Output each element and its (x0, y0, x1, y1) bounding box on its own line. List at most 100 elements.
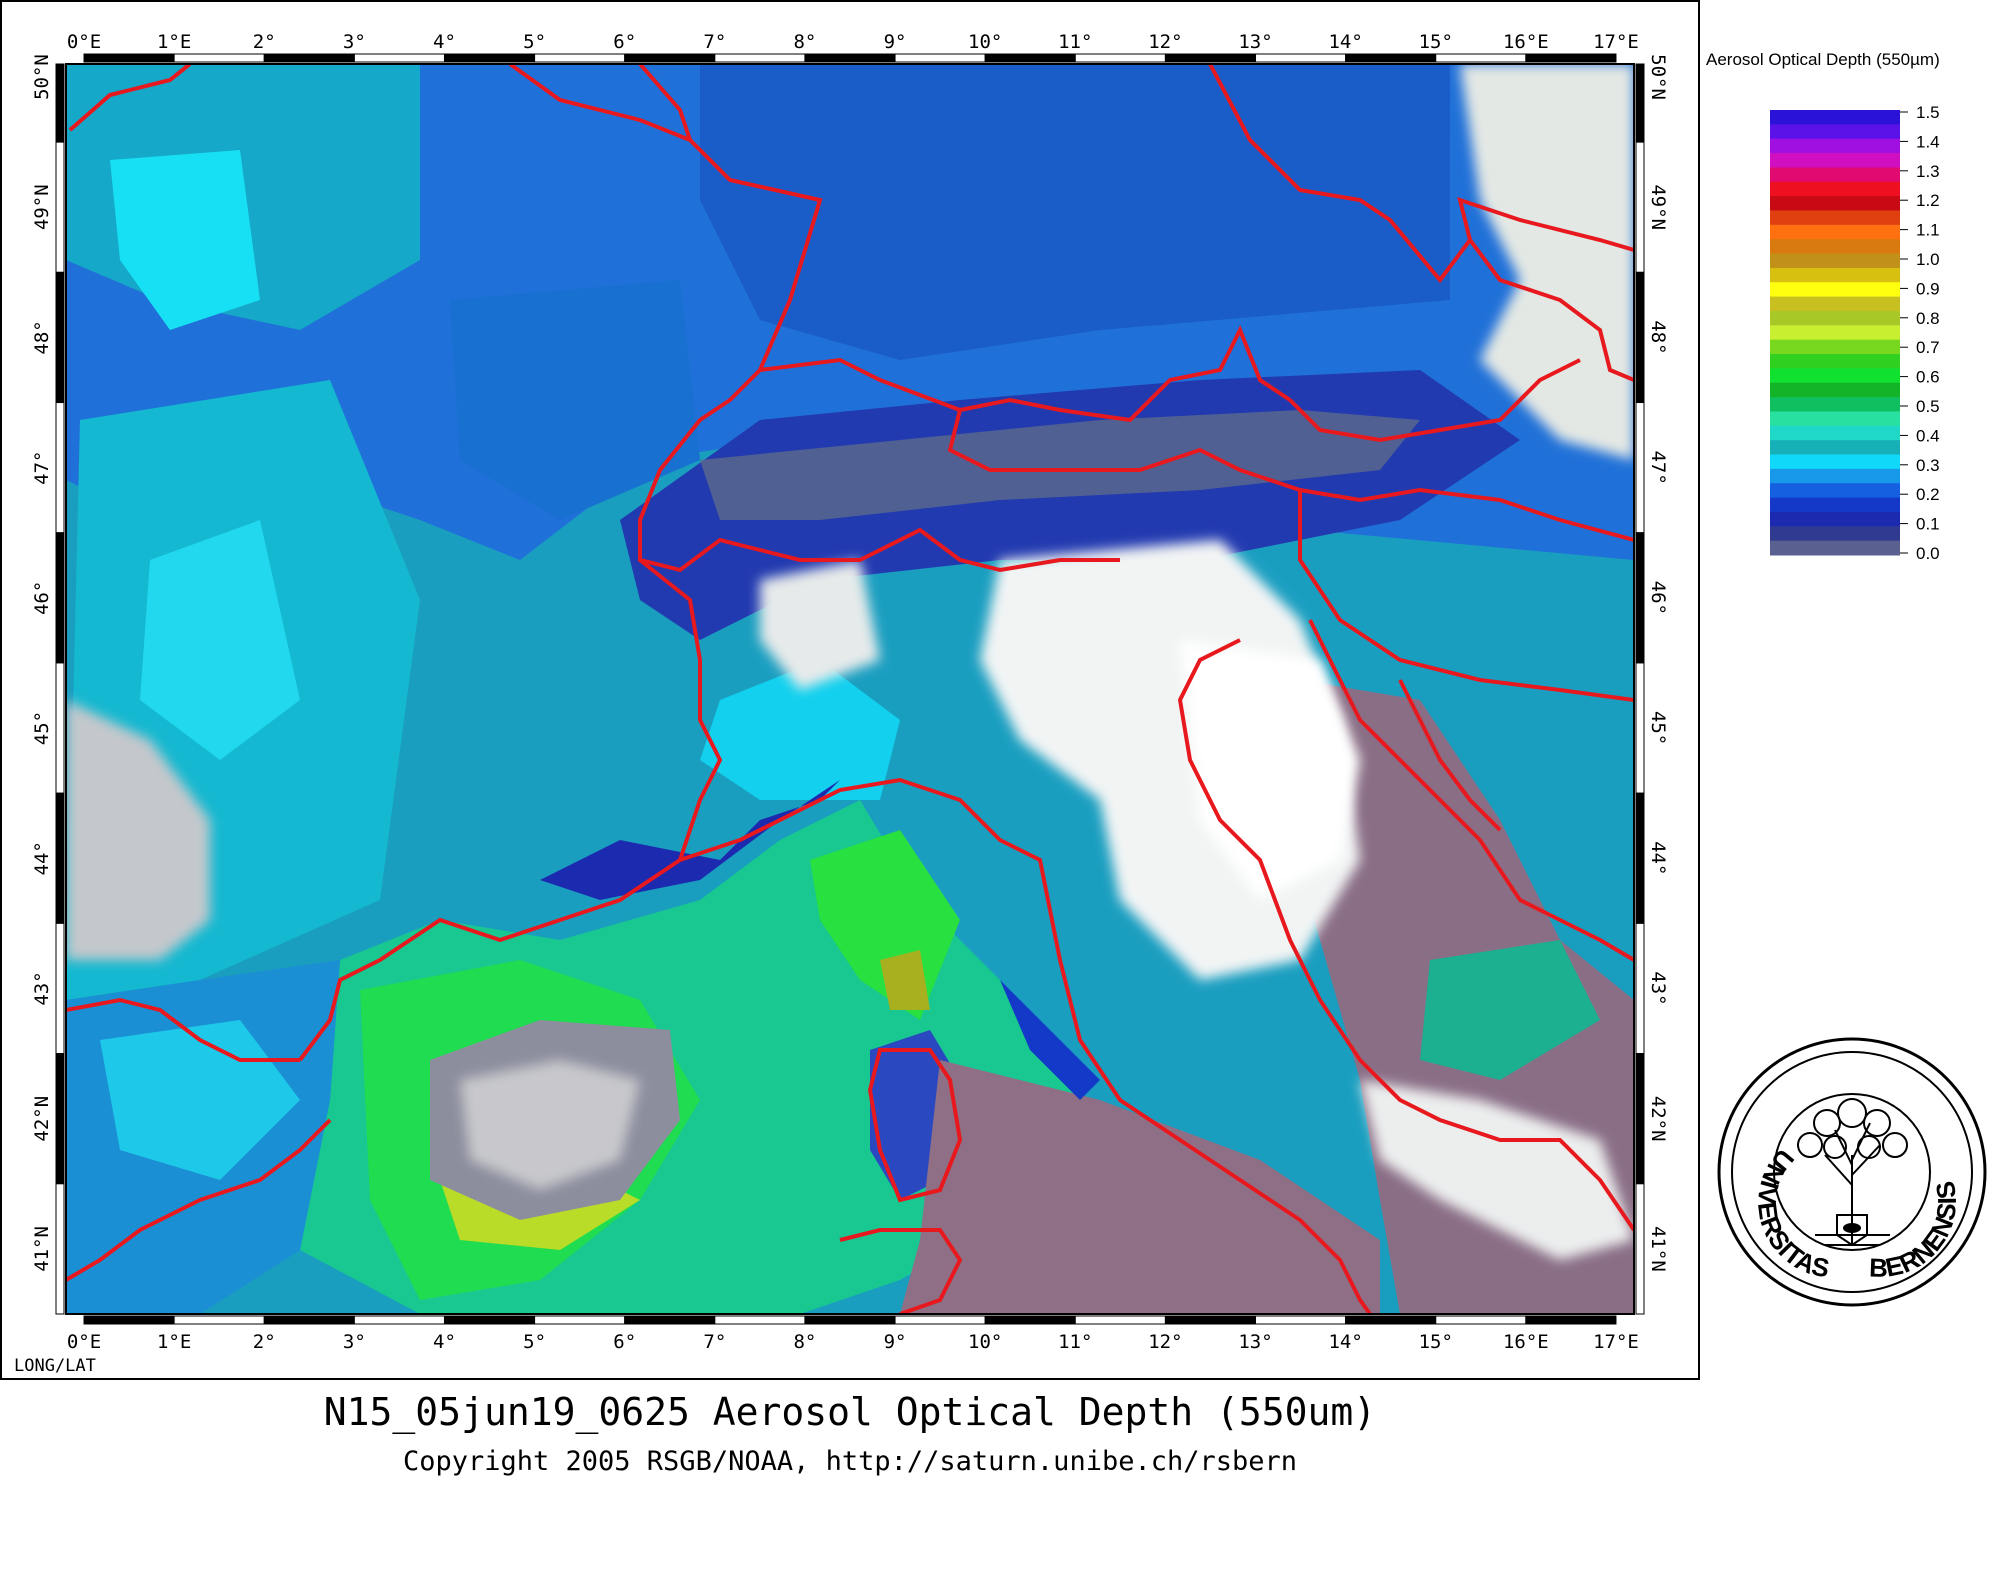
lon-scale-bar-bottom (1345, 1315, 1437, 1325)
legend-swatch (1770, 411, 1900, 427)
legend-value-label: 1.3 (1916, 162, 1940, 181)
legend-value-label: 0.5 (1916, 397, 1940, 416)
lat-scale-bar-right (1635, 141, 1645, 273)
lon-label-bottom: 3° (343, 1331, 366, 1353)
lon-label-bottom: 0°E (67, 1331, 101, 1353)
lon-label-top: 4° (433, 31, 456, 53)
lon-scale-bar-top (1345, 53, 1437, 63)
lon-scale-bar-top (443, 53, 536, 63)
legend-swatch (1770, 425, 1900, 441)
lon-label-top: 0°E (67, 31, 101, 53)
lon-label-bottom: 7° (703, 1331, 726, 1353)
lon-label-bottom: 9° (884, 1331, 907, 1353)
lon-label-top: 14° (1328, 31, 1362, 53)
lat-label-left: 48° (31, 320, 53, 354)
lon-scale-bar-bottom (804, 1315, 896, 1325)
legend-value-label: 1.2 (1916, 191, 1940, 210)
lon-label-bottom: 12° (1148, 1331, 1182, 1353)
legend-swatch (1770, 339, 1900, 355)
lat-scale-bar-left (55, 1183, 65, 1315)
lon-scale-bar-top (624, 53, 716, 63)
lon-scale-bar-bottom (1435, 1315, 1527, 1325)
legend-swatch (1770, 267, 1900, 283)
lon-label-top: 8° (793, 31, 816, 53)
legend-title: Aerosol Optical Depth (550µm) (1706, 50, 1940, 69)
lon-label-bottom: 10° (968, 1331, 1002, 1353)
legend-swatch (1770, 526, 1900, 542)
legend-value-label: 0.4 (1916, 426, 1940, 445)
lat-scale-bar-left (55, 792, 65, 924)
legend-value-label: 1.5 (1916, 103, 1940, 122)
lon-scale-bar-bottom (984, 1315, 1076, 1325)
lat-scale-bar-right (1635, 63, 1645, 143)
lat-label-left: 41°N (31, 1226, 53, 1272)
lon-scale-bar-bottom (1255, 1315, 1347, 1325)
lat-scale-bar-left (55, 141, 65, 273)
lat-label-right: 46° (1647, 581, 1669, 615)
lon-label-bottom: 6° (613, 1331, 636, 1353)
lat-label-right: 41°N (1647, 1226, 1669, 1272)
lon-scale-bar-bottom (263, 1315, 355, 1325)
legend-swatch (1770, 454, 1900, 470)
lon-label-top: 10° (968, 31, 1002, 53)
lat-label-right: 42°N (1647, 1096, 1669, 1142)
lon-scale-bar-bottom (894, 1315, 986, 1325)
lat-scale-bar-right (1635, 1183, 1645, 1315)
plot-border (65, 63, 1635, 1315)
lon-label-bottom: 14° (1328, 1331, 1362, 1353)
lat-label-left: 50°N (31, 54, 53, 100)
lon-label-top: 6° (613, 31, 636, 53)
lon-scale-bar-top (173, 53, 265, 63)
lon-scale-bar-top (804, 53, 896, 63)
lon-label-bottom: 15° (1419, 1331, 1453, 1353)
lon-scale-bar-bottom (624, 1315, 716, 1325)
country-borders (66, 64, 1634, 1314)
lon-label-top: 17°E (1593, 31, 1639, 53)
legend-swatch (1770, 440, 1900, 456)
lat-label-left: 46° (31, 581, 53, 615)
lat-label-left: 47° (31, 450, 53, 484)
lat-scale-bar-left (55, 402, 65, 534)
legend-swatch (1770, 468, 1900, 484)
lat-scale-bar-right (1635, 1053, 1645, 1185)
lon-scale-bar-bottom (443, 1315, 536, 1325)
lon-scale-bar-top (1435, 53, 1527, 63)
long-lat-label: LONG/LAT (14, 1356, 96, 1376)
lat-scale-bar-right (1635, 271, 1645, 404)
lat-scale-bar-right (1635, 662, 1645, 794)
legend-swatch (1770, 153, 1900, 168)
legend-swatch (1770, 497, 1900, 513)
legend-value-label: 0.1 (1916, 515, 1940, 534)
lon-label-bottom: 16°E (1503, 1331, 1549, 1353)
lat-label-left: 42°N (31, 1096, 53, 1142)
lon-label-bottom: 11° (1058, 1331, 1092, 1353)
lon-scale-bar-bottom (534, 1315, 626, 1325)
lon-label-bottom: 1°E (157, 1331, 191, 1353)
lon-label-bottom: 2° (253, 1331, 276, 1353)
lon-scale-bar-top (263, 53, 355, 63)
bear-icon (1836, 1214, 1868, 1247)
legend-swatch (1770, 210, 1900, 226)
lon-scale-bar-top (1164, 53, 1257, 63)
legend-swatch (1770, 196, 1900, 211)
lon-scale-bar-top (534, 53, 626, 63)
lon-label-bottom: 5° (523, 1331, 546, 1353)
lon-scale-bar-bottom (173, 1315, 265, 1325)
legend-swatch (1770, 167, 1900, 183)
lon-scale-bar-top (714, 53, 806, 63)
lat-scale-bar-left (55, 662, 65, 794)
legend-value-label: 0.9 (1916, 279, 1940, 298)
lat-label-right: 45° (1647, 711, 1669, 745)
legend-swatch (1770, 397, 1900, 412)
lat-label-right: 43° (1647, 971, 1669, 1005)
lon-scale-bar-top (83, 53, 175, 63)
lat-scale-bar-left (55, 532, 65, 664)
legend-swatch (1770, 110, 1900, 125)
lon-scale-bar-top (1255, 53, 1347, 63)
legend-swatch (1770, 310, 1900, 326)
lon-label-top: 16°E (1503, 31, 1549, 53)
university-seal: UNIVERSITAS BERNENSIS (1717, 1037, 1987, 1307)
lat-scale-bar-left (55, 922, 65, 1055)
lat-label-right: 44° (1647, 841, 1669, 875)
legend-value-label: 0.6 (1916, 368, 1940, 387)
